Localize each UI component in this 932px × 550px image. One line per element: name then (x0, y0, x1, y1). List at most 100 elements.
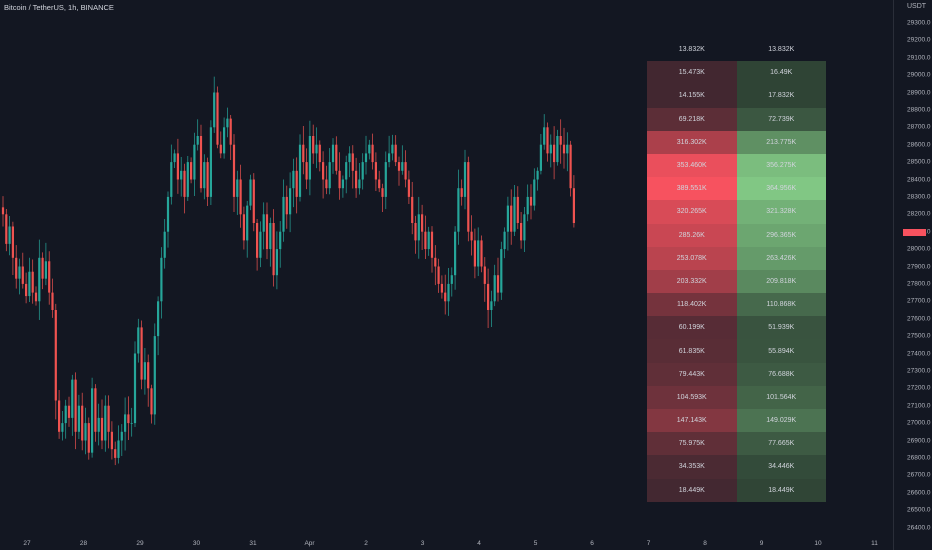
candle-body (77, 405, 80, 432)
candle-body (526, 196, 529, 215)
price-tick: 26900.0 (907, 437, 931, 444)
candle-body (473, 240, 476, 267)
candle-body (249, 179, 252, 206)
sell-volume-cell: 320.265K (647, 200, 737, 224)
candle-body (130, 423, 133, 424)
price-tick: 28800.0 (907, 106, 931, 114)
candle-body (213, 92, 216, 128)
price-tick: 28700.0 (907, 123, 931, 131)
candle-body (477, 240, 480, 267)
candle-body (467, 162, 470, 232)
price-tick: 28600.0 (907, 141, 931, 149)
buy-volume-cell: 18.449K (736, 478, 826, 502)
price-tick: 29300.0 (907, 19, 931, 27)
sell-volume-cell: 79.443K (647, 362, 737, 386)
candle-body (193, 144, 196, 180)
candle-body (493, 275, 496, 302)
volume-profile-row: 203.332K 209.818K (647, 269, 826, 294)
volume-profile-row: 285.26K 296.365K (647, 223, 826, 247)
buy-volume-cell: 149.029K (736, 409, 826, 433)
sell-volume-cell: 104.593K (647, 385, 737, 409)
candle-body (394, 144, 397, 163)
volume-profile-row: 253.078K 263.426K (647, 246, 826, 270)
candle-body (308, 136, 311, 180)
sell-volume-cell: 316.302K (647, 130, 737, 154)
volume-profile-row: 79.443K 76.688K (647, 362, 826, 386)
candle-body (424, 231, 427, 250)
candle-body (523, 214, 526, 241)
sell-volume-cell: 69.218K (647, 107, 737, 131)
buy-volume-cell: 213.775K (736, 130, 826, 154)
candle-body (124, 414, 127, 432)
candle-body (133, 353, 137, 424)
candle-body (295, 170, 298, 197)
candle-body (252, 179, 255, 223)
candle-body (556, 136, 559, 163)
candle-body (388, 153, 391, 163)
price-tick: 27000.0 (907, 419, 931, 427)
sell-volume-cell: 15.473K (647, 61, 737, 85)
price-tick: 29000.0 (907, 71, 931, 79)
candle-body (48, 261, 51, 293)
price-scale[interactable] (893, 0, 932, 550)
candle-body (170, 162, 173, 197)
candle-body (51, 292, 54, 310)
candle-body (166, 196, 170, 232)
candle-body (378, 179, 381, 189)
sell-volume-header: 13.832K (678, 46, 705, 54)
candle-body (216, 92, 219, 145)
candle-body (312, 136, 315, 154)
candle-body (351, 153, 354, 171)
candle-body (444, 292, 447, 302)
candle-body (430, 231, 434, 258)
candle-body (173, 153, 176, 163)
buy-volume-cell: 34.446K (736, 455, 826, 479)
candle-body (437, 266, 440, 284)
candle-body (127, 414, 130, 424)
candle-body (262, 214, 265, 232)
candle-body (391, 144, 394, 154)
date-tick: 31 (249, 540, 257, 547)
candle-body (81, 405, 84, 441)
candle-body (315, 144, 318, 154)
price-tick: 26600.0 (907, 489, 931, 497)
candle-body (543, 127, 546, 145)
date-tick: 7 (646, 540, 651, 547)
date-tick: 27 (23, 540, 31, 547)
date-tick: 30 (192, 540, 201, 547)
buy-volume-cell: 263.426K (736, 246, 826, 270)
price-tick: 26700.0 (907, 471, 931, 479)
candle-body (513, 196, 516, 232)
sell-volume-cell: 389.551K (647, 177, 737, 201)
candle-body (120, 431, 123, 441)
volume-profile-row: 320.265K 321.328K (647, 200, 826, 224)
candle-body (232, 144, 236, 197)
candle-body (434, 257, 437, 267)
candle-body (279, 231, 282, 250)
buy-volume-cell: 101.564K (736, 385, 826, 409)
candle-body (15, 257, 18, 279)
date-tick: 6 (590, 540, 594, 547)
candle-body (107, 405, 110, 432)
candle-body (183, 170, 186, 197)
date-tick: Apr (304, 540, 315, 547)
buy-volume-cell: 209.818K (736, 269, 826, 294)
date-tick: 10 (814, 540, 822, 547)
sell-volume-cell: 253.078K (647, 246, 737, 270)
candle-body (421, 214, 424, 232)
candle-body (147, 362, 150, 389)
price-tick: 27100.0 (907, 402, 931, 410)
candle-body (292, 170, 295, 189)
buy-volume-cell: 321.328K (736, 200, 826, 224)
candle-body (91, 388, 94, 453)
candle-body (566, 144, 569, 154)
candle-body (219, 144, 222, 154)
candle-body (67, 405, 71, 418)
candle-body (157, 301, 160, 337)
candle-body (338, 170, 341, 189)
candle-body (199, 136, 203, 189)
candle-body (11, 226, 14, 258)
candle-body (496, 275, 500, 293)
price-tick: 29100.0 (907, 54, 931, 62)
